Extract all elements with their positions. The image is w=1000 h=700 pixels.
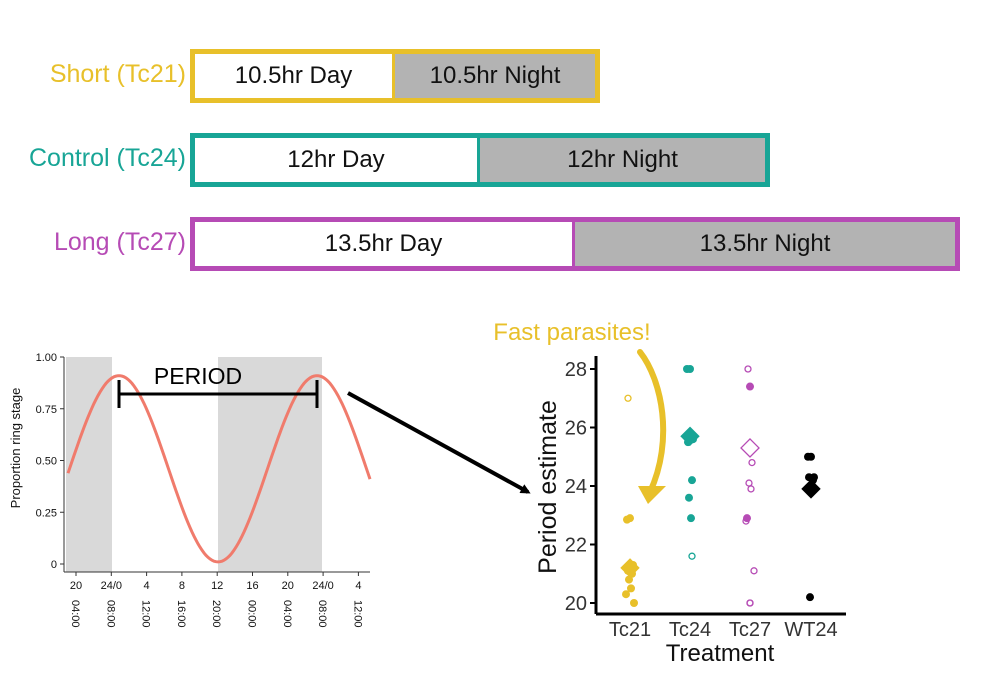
regime-bar-control: 12hr Day 12hr Night bbox=[190, 133, 770, 187]
rhythm-x-clock-label: 20:00 bbox=[210, 600, 222, 628]
period-x-axis-label: Treatment bbox=[666, 640, 775, 667]
data-point-open bbox=[624, 394, 632, 402]
fast-parasites-annotation: Fast parasites! bbox=[493, 319, 650, 346]
night-segment-short: 10.5hr Night bbox=[395, 54, 595, 98]
day-segment-control: 12hr Day bbox=[195, 138, 480, 182]
night-segment-long: 13.5hr Night bbox=[575, 222, 955, 266]
mean-diamond bbox=[740, 438, 760, 458]
rhythm-y-tick-label: 0.75 bbox=[36, 404, 57, 416]
rhythm-y-tick-label: 0 bbox=[51, 559, 57, 571]
rhythm-x-tick-label: 8 bbox=[179, 580, 185, 592]
rhythm-x-clock-label: 00:00 bbox=[246, 600, 258, 628]
data-point-open bbox=[742, 517, 750, 525]
rhythm-x-clock-label: 04:00 bbox=[281, 600, 293, 628]
data-point-filled bbox=[625, 575, 633, 584]
rhythm-x-tick-label: 20 bbox=[70, 580, 82, 592]
rhythm-y-axis-label: Proportion ring stage bbox=[8, 388, 23, 509]
rhythm-x-tick-label: 4 bbox=[355, 580, 361, 592]
data-point-open bbox=[750, 567, 758, 575]
data-point-filled bbox=[806, 593, 814, 602]
data-point-open bbox=[744, 365, 752, 373]
data-point-filled bbox=[685, 493, 693, 502]
rhythm-x-clock-label: 08:00 bbox=[316, 600, 328, 628]
mean-diamond bbox=[801, 479, 821, 499]
period-y-axis-label: Period estimate bbox=[534, 400, 562, 574]
period-y-tick-label: 22 bbox=[565, 535, 587, 557]
data-point-filled bbox=[804, 452, 812, 461]
day-segment-long: 13.5hr Day bbox=[195, 222, 575, 266]
rhythm-x-clock-label: 04:00 bbox=[69, 600, 81, 628]
period-x-tick-label: Tc24 bbox=[669, 619, 711, 641]
period-x-tick-label: Tc27 bbox=[729, 619, 771, 641]
period-y-tick-label: 26 bbox=[565, 418, 587, 440]
regime-bar-long: 13.5hr Day 13.5hr Night bbox=[190, 217, 960, 271]
fast-parasites-arrowhead bbox=[638, 486, 666, 504]
rhythm-x-clock-label: 12:00 bbox=[351, 600, 363, 628]
day-segment-short: 10.5hr Day bbox=[195, 54, 395, 98]
data-point-filled bbox=[627, 584, 635, 593]
data-point-filled bbox=[687, 514, 695, 523]
rhythm-x-tick-label: 24/0 bbox=[312, 580, 333, 592]
period-x-tick-label: WT24 bbox=[784, 619, 837, 641]
rhythm-y-tick-label: 0.25 bbox=[36, 507, 57, 519]
regime-bar-short: 10.5hr Day 10.5hr Night bbox=[190, 49, 600, 103]
regime-label-control: Control (Tc24) bbox=[29, 144, 186, 172]
data-point-open bbox=[748, 458, 756, 467]
rhythm-curve bbox=[66, 374, 372, 564]
regime-label-long: Long (Tc27) bbox=[53, 228, 186, 256]
data-point-filled bbox=[630, 599, 638, 607]
data-point-filled bbox=[688, 476, 696, 485]
data-point-open bbox=[746, 599, 754, 607]
connector-arrow bbox=[347, 391, 531, 494]
fast-parasites-arrow bbox=[637, 349, 667, 495]
period-x-tick-label: Tc21 bbox=[609, 619, 651, 641]
rhythm-y-tick-label: 0.50 bbox=[36, 456, 57, 468]
mean-diamond bbox=[680, 426, 700, 446]
rhythm-y-tick-label: 1.00 bbox=[36, 352, 57, 364]
data-point-filled bbox=[746, 382, 754, 391]
data-point-filled bbox=[623, 515, 631, 524]
rhythm-x-tick-label: 24/0 bbox=[101, 580, 122, 592]
rhythm-x-tick-label: 4 bbox=[144, 580, 150, 592]
rhythm-x-clock-label: 12:00 bbox=[140, 600, 152, 628]
data-point-open bbox=[747, 485, 755, 493]
regime-label-short: Short (Tc21) bbox=[49, 60, 186, 88]
rhythm-chart: 1.00 0.75 0.50 0.25 0 20 24/0 4 8 12 16 20 24/0 4 04:… bbox=[8, 352, 372, 628]
period-label: PERIOD bbox=[154, 363, 242, 389]
data-point-filled bbox=[622, 590, 630, 599]
rhythm-x-tick-label: 16 bbox=[246, 580, 258, 592]
period-y-tick-label: 28 bbox=[565, 359, 587, 381]
data-point-open bbox=[684, 365, 692, 373]
data-point-open bbox=[688, 552, 696, 560]
rhythm-x-tick-label: 12 bbox=[211, 580, 223, 592]
dark-phase-shade bbox=[66, 357, 112, 572]
period-y-tick-label: 20 bbox=[565, 593, 587, 615]
rhythm-x-clock-label: 08:00 bbox=[104, 600, 116, 628]
night-segment-control: 12hr Night bbox=[480, 138, 765, 182]
period-y-tick-label: 24 bbox=[565, 476, 587, 498]
data-point-open bbox=[745, 479, 753, 487]
mean-diamond bbox=[620, 558, 640, 578]
rhythm-x-clock-label: 16:00 bbox=[175, 600, 187, 628]
rhythm-x-tick-label: 20 bbox=[282, 580, 294, 592]
period-chart: 20 22 24 26 28 Tc21 Tc24 Tc27 WT24 Period estim… bbox=[534, 356, 846, 667]
